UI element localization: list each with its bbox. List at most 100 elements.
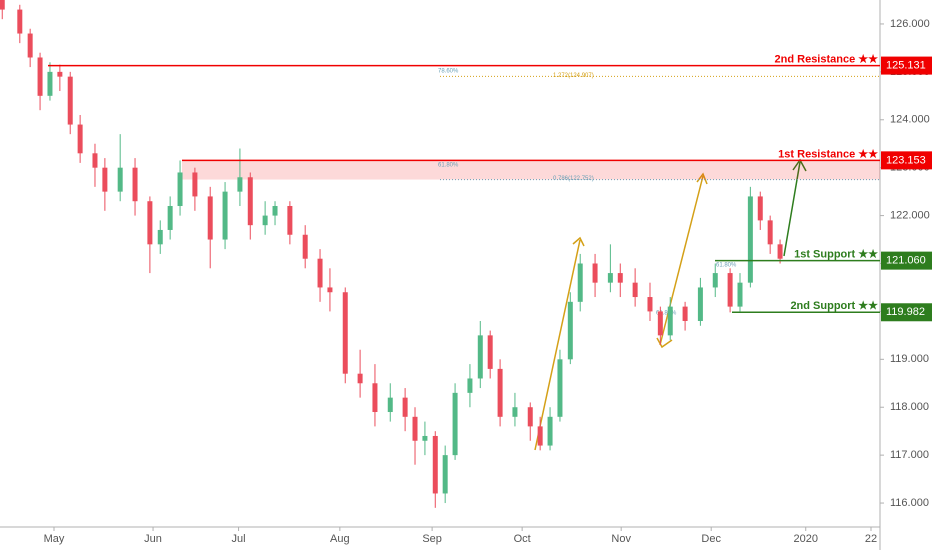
- y-tick-label: 117.000: [890, 449, 929, 461]
- candle-body: [467, 378, 473, 393]
- candle-body: [682, 306, 688, 321]
- candle-body: [357, 373, 363, 384]
- candle-body: [767, 220, 773, 245]
- candle-body: [512, 407, 518, 417]
- x-tick-label: Sep: [422, 533, 442, 545]
- candle-body: [422, 435, 428, 441]
- candle-body: [402, 397, 408, 417]
- arrow-tail: [656, 337, 673, 349]
- candle-body: [557, 359, 563, 417]
- level-name: 1st Support ★★: [794, 249, 878, 261]
- candle-body: [727, 273, 733, 307]
- level-name: 2nd Support ★★: [790, 300, 878, 312]
- candle-body: [262, 215, 268, 226]
- candle-body: [442, 455, 448, 494]
- candle-body: [47, 71, 53, 96]
- candle-body: [342, 292, 348, 374]
- candle-body: [17, 9, 23, 34]
- candle-body: [667, 306, 673, 336]
- fib-percent: 61.80%: [438, 163, 459, 169]
- candle-body: [132, 167, 138, 202]
- x-tick-label: Dec: [701, 533, 721, 545]
- candle-body: [237, 177, 243, 192]
- level-price: 121.060: [886, 255, 926, 267]
- candle-body: [302, 234, 308, 259]
- candle-body: [92, 153, 98, 168]
- candle-body: [452, 392, 458, 456]
- candle-body: [222, 191, 228, 240]
- candle-body: [192, 172, 198, 197]
- x-tick-label: Aug: [330, 533, 350, 545]
- level-price-box: [881, 56, 932, 75]
- candle-body: [497, 368, 503, 417]
- candle-body: [117, 167, 123, 192]
- arrow: [534, 239, 581, 451]
- x-tick-label: Nov: [611, 533, 631, 545]
- fib-percent: 61.80%: [656, 311, 677, 317]
- candle-body: [477, 335, 483, 379]
- candle-body: [387, 397, 393, 413]
- candle-body: [647, 297, 653, 312]
- candle-body: [632, 282, 638, 298]
- candle-body: [777, 244, 783, 259]
- candle-body: [547, 416, 553, 446]
- candle-body: [567, 301, 573, 360]
- candle-body: [327, 287, 333, 293]
- candle-body: [287, 206, 293, 235]
- y-tick-label: 122.000: [890, 209, 930, 221]
- candle-body: [27, 33, 33, 58]
- fib-label: 0.786(122.752): [553, 176, 594, 182]
- candle-body: [0, 0, 5, 10]
- level-price-box: [881, 251, 932, 270]
- candle-body: [757, 196, 763, 221]
- fib-percent: 78.60%: [438, 69, 459, 75]
- candle-body: [607, 273, 613, 283]
- x-tick-label: 2020: [793, 533, 817, 545]
- candle-body: [77, 124, 83, 154]
- level-name: 2nd Resistance ★★: [775, 53, 879, 65]
- candle-body: [617, 273, 623, 283]
- candle-body: [657, 311, 663, 336]
- candle-body: [372, 383, 378, 413]
- arrow-head: [572, 236, 585, 247]
- level-price: 119.982: [886, 306, 925, 318]
- candle-body: [57, 71, 63, 77]
- candle-body: [487, 335, 493, 369]
- level-price-box: [881, 151, 932, 170]
- candle-body: [592, 263, 598, 283]
- candle-body: [272, 206, 278, 216]
- candle-body: [177, 172, 183, 207]
- x-tick-label: Jul: [232, 533, 246, 545]
- y-tick-label: 116.000: [890, 497, 929, 509]
- candle-body: [247, 177, 253, 226]
- y-tick-label: 124.000: [890, 114, 930, 126]
- candle-body: [412, 416, 418, 441]
- y-tick-label: 126.000: [890, 18, 930, 30]
- candle-body: [157, 229, 163, 245]
- x-tick-label: May: [44, 533, 65, 545]
- candle-body: [432, 435, 438, 494]
- candle-body: [102, 167, 108, 192]
- resistance-zone: [182, 160, 880, 180]
- candle-body: [317, 258, 323, 288]
- level-price: 125.131: [886, 59, 926, 71]
- x-tick-label: Jun: [144, 533, 162, 545]
- candle-body: [537, 426, 543, 446]
- candle-body: [37, 57, 43, 96]
- fib-label: 1.272(124.907): [553, 73, 594, 79]
- candle-body: [207, 196, 213, 240]
- y-tick-label: 119.000: [890, 353, 929, 365]
- candle-body: [67, 76, 73, 125]
- arrow: [659, 175, 704, 346]
- x-tick-label: Oct: [514, 533, 531, 545]
- candle-body: [712, 273, 718, 288]
- x-tick-label: 22: [865, 533, 877, 545]
- candle-body: [147, 201, 153, 245]
- candle-body: [747, 196, 753, 283]
- fib-percent: 61.80%: [716, 263, 737, 269]
- candle-body: [167, 206, 173, 230]
- y-tick-label: 118.000: [890, 401, 929, 413]
- candle-body: [697, 287, 703, 321]
